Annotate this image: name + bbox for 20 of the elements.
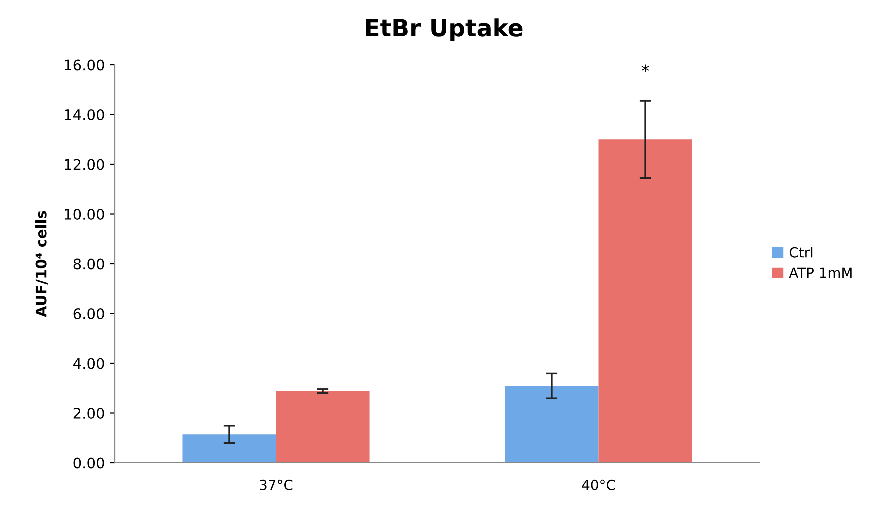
y-tick-label: 2.00 (74, 408, 104, 419)
annotation: * (642, 64, 650, 72)
x-tick-label: 37°C (260, 480, 293, 490)
y-tick-label: 4.00 (74, 358, 104, 370)
x-tick-label: 40°C (582, 480, 616, 490)
bar (182, 434, 276, 463)
bar (276, 391, 370, 463)
chart-title: EtBr Uptake (366, 18, 523, 42)
y-tick-label: 0.00 (74, 458, 104, 469)
y-tick-label: 14.00 (65, 109, 104, 120)
y-tick-label: 16.00 (65, 60, 104, 71)
y-tick-label: 6.00 (74, 308, 104, 320)
y-tick-label: 8.00 (74, 258, 104, 270)
bar (505, 386, 599, 463)
y-tick-label: 12.00 (65, 159, 104, 170)
y-tick-label: 10.00 (65, 208, 104, 220)
y-axis-title: AUF/10⁴ cells (36, 211, 48, 318)
legend-label: ATP 1mM (789, 268, 852, 278)
legend-label: Ctrl (790, 247, 813, 258)
bar (598, 140, 692, 463)
